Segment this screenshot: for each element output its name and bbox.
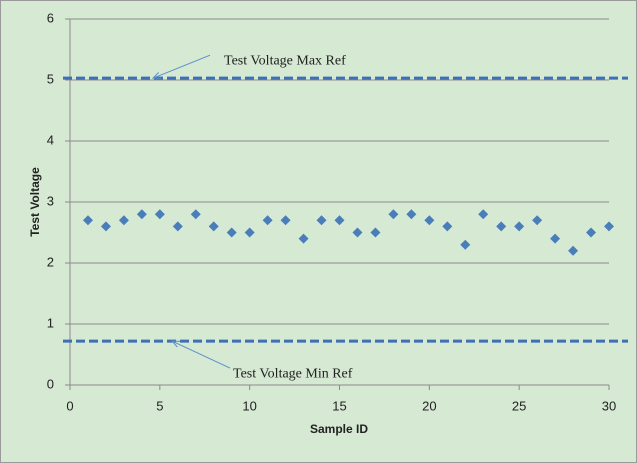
data-point (586, 227, 597, 238)
data-point (514, 221, 525, 232)
data-point (244, 227, 255, 238)
data-point (118, 215, 129, 226)
y-tick-label: 6 (47, 10, 54, 25)
annotation-arrowhead (151, 72, 162, 79)
y-tick-label: 4 (47, 132, 54, 147)
annotation-arrow (171, 340, 231, 369)
data-point (136, 209, 147, 220)
annotation-arrowhead (170, 340, 181, 348)
data-point (316, 215, 327, 226)
data-point (334, 215, 345, 226)
data-point (460, 239, 471, 250)
annotation: Test Voltage Min Ref (233, 366, 353, 381)
annotation: Test Voltage Max Ref (224, 53, 346, 68)
y-axis-title: Test Voltage (28, 167, 42, 237)
x-tick-label: 15 (332, 398, 346, 413)
data-point (172, 221, 183, 232)
data-point (154, 209, 165, 220)
x-tick-label: 25 (512, 398, 526, 413)
data-point (280, 215, 291, 226)
data-point (532, 215, 543, 226)
y-tick-label: 1 (47, 315, 54, 330)
y-tick-label: 3 (47, 193, 54, 208)
data-point (478, 209, 489, 220)
data-point (262, 215, 273, 226)
y-tick-label: 5 (47, 71, 54, 86)
y-tick-label: 0 (47, 376, 54, 391)
data-point (226, 227, 237, 238)
data-point (388, 209, 399, 220)
data-point (208, 221, 219, 232)
data-point (496, 221, 507, 232)
x-axis-title: Sample ID (310, 422, 368, 436)
annotation-arrow (152, 54, 211, 79)
data-point (424, 215, 435, 226)
data-point (568, 245, 579, 256)
data-point (82, 215, 93, 226)
data-point (190, 209, 201, 220)
data-point (352, 227, 363, 238)
data-point (298, 233, 309, 244)
x-tick-label: 0 (66, 398, 73, 413)
y-tick-label: 2 (47, 254, 54, 269)
data-point (604, 221, 614, 232)
x-tick-label: 10 (242, 398, 256, 413)
data-point (100, 221, 111, 232)
x-tick-label: 20 (422, 398, 436, 413)
data-point (370, 227, 381, 238)
data-point (442, 221, 453, 232)
x-tick-label: 5 (156, 398, 163, 413)
x-tick-label: 30 (602, 398, 616, 413)
data-point (406, 209, 417, 220)
data-point (550, 233, 561, 244)
